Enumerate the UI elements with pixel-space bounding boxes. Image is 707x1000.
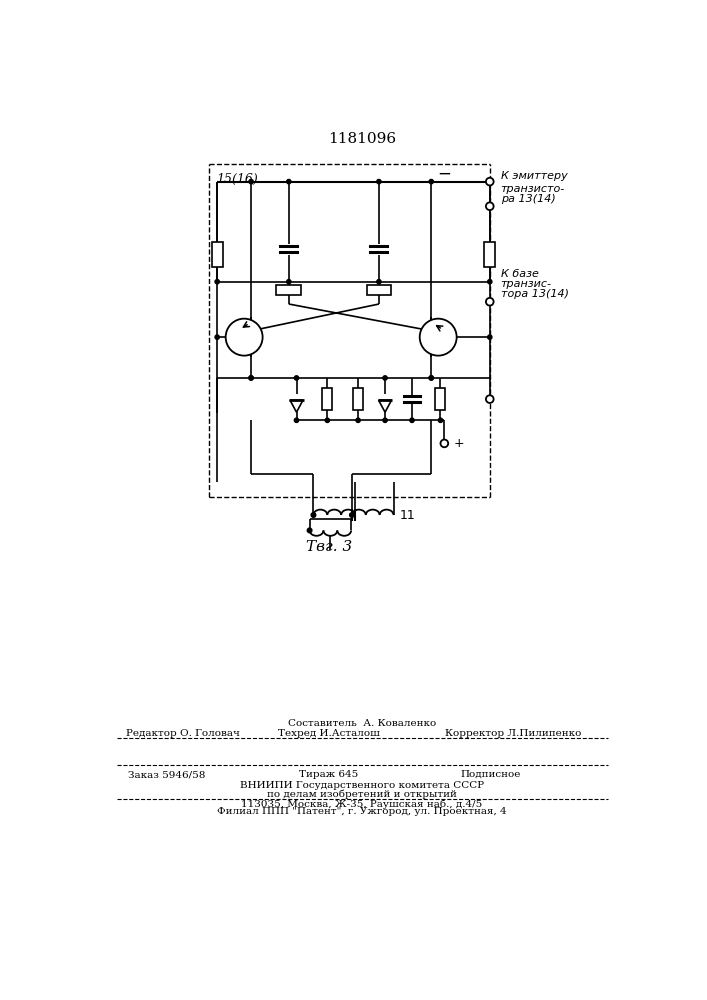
Text: 15(16): 15(16) bbox=[216, 173, 257, 186]
Circle shape bbox=[286, 280, 291, 284]
Text: Составитель  А. Коваленко: Составитель А. Коваленко bbox=[288, 719, 436, 728]
Text: Τвг. 3: Τвг. 3 bbox=[305, 540, 352, 554]
Circle shape bbox=[429, 376, 433, 380]
Circle shape bbox=[383, 418, 387, 422]
Bar bbox=[322, 388, 332, 410]
Text: Редактор О. Головач: Редактор О. Головач bbox=[126, 729, 240, 738]
Circle shape bbox=[377, 280, 381, 284]
Circle shape bbox=[311, 513, 316, 517]
Circle shape bbox=[383, 376, 387, 380]
Circle shape bbox=[429, 179, 433, 184]
Circle shape bbox=[294, 418, 298, 422]
Text: Заказ 5946/58: Заказ 5946/58 bbox=[129, 770, 206, 779]
Text: Тираж 645: Тираж 645 bbox=[299, 770, 358, 779]
Text: тора 13(14): тора 13(14) bbox=[501, 289, 568, 299]
Text: по делам изобретений и открытий: по делам изобретений и открытий bbox=[267, 790, 457, 799]
Circle shape bbox=[438, 418, 443, 422]
Circle shape bbox=[215, 335, 219, 339]
Text: 1181096: 1181096 bbox=[328, 132, 396, 146]
Bar bbox=[353, 388, 363, 410]
Text: 113035, Москва, Ж-35, Раушская наб., д.4/5: 113035, Москва, Ж-35, Раушская наб., д.4… bbox=[241, 799, 483, 809]
Circle shape bbox=[420, 319, 457, 356]
Text: 11: 11 bbox=[399, 509, 416, 522]
Circle shape bbox=[325, 418, 329, 422]
Circle shape bbox=[486, 298, 493, 306]
Circle shape bbox=[249, 376, 253, 380]
Text: транзис-: транзис- bbox=[501, 279, 551, 289]
Text: К базе: К базе bbox=[501, 269, 539, 279]
Circle shape bbox=[215, 280, 219, 284]
Circle shape bbox=[410, 418, 414, 422]
Circle shape bbox=[486, 178, 493, 185]
Text: Корректор Л.Пилипенко: Корректор Л.Пилипенко bbox=[445, 729, 582, 738]
Circle shape bbox=[308, 528, 312, 533]
Text: Филиал ППП "Патент", г. Ужгород, ул. Проектная, 4: Филиал ППП "Патент", г. Ужгород, ул. Про… bbox=[217, 807, 507, 816]
Text: ра 13(14): ра 13(14) bbox=[501, 194, 555, 204]
Circle shape bbox=[249, 179, 253, 184]
Circle shape bbox=[486, 395, 493, 403]
Text: Техред И.Асталош: Техред И.Асталош bbox=[278, 729, 380, 738]
Bar bbox=[484, 242, 495, 267]
Text: К эмиттеру: К эмиттеру bbox=[501, 171, 567, 181]
Circle shape bbox=[286, 179, 291, 184]
Circle shape bbox=[249, 376, 253, 380]
Circle shape bbox=[488, 280, 492, 284]
Text: −: − bbox=[438, 165, 451, 183]
Text: транзисто-: транзисто- bbox=[501, 184, 565, 194]
Circle shape bbox=[440, 440, 448, 447]
Circle shape bbox=[356, 418, 361, 422]
Circle shape bbox=[226, 319, 262, 356]
Text: Подписное: Подписное bbox=[460, 770, 521, 779]
Text: +: + bbox=[454, 437, 464, 450]
Text: ВНИИПИ Государственного комитета СССР: ВНИИПИ Государственного комитета СССР bbox=[240, 781, 484, 790]
Circle shape bbox=[488, 335, 492, 339]
Circle shape bbox=[294, 376, 298, 380]
Circle shape bbox=[486, 202, 493, 210]
Bar bbox=[212, 242, 223, 267]
Circle shape bbox=[429, 376, 433, 380]
Bar bbox=[276, 285, 301, 295]
Circle shape bbox=[377, 179, 381, 184]
Bar bbox=[366, 285, 391, 295]
Bar bbox=[436, 388, 445, 410]
Circle shape bbox=[350, 513, 354, 517]
